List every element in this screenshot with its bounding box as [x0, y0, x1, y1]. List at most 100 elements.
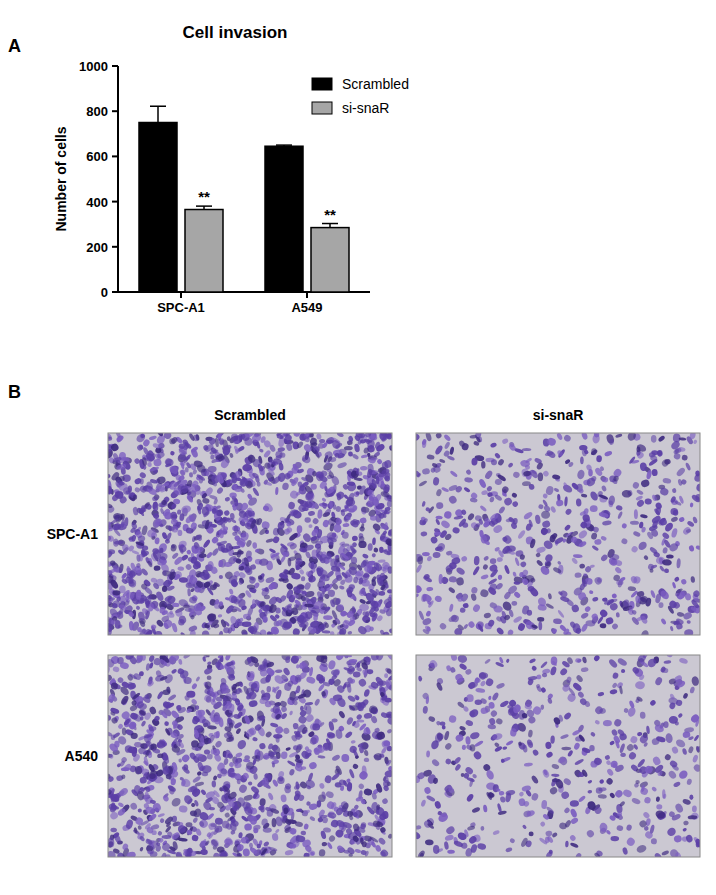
cell	[384, 537, 392, 547]
cell	[149, 466, 160, 477]
cell	[347, 565, 358, 576]
cell	[249, 519, 257, 530]
cell	[155, 590, 165, 602]
cell	[367, 464, 374, 474]
cell	[162, 570, 171, 577]
error-bar	[276, 145, 292, 146]
cell	[545, 449, 556, 459]
cell	[150, 624, 156, 630]
cell	[495, 615, 503, 622]
error-cap	[150, 105, 166, 107]
cell	[210, 446, 218, 454]
cell	[223, 509, 230, 516]
cell	[310, 484, 317, 490]
cell	[322, 503, 327, 507]
cell	[640, 514, 648, 519]
cell	[678, 446, 686, 452]
cell	[578, 540, 587, 548]
image-background	[108, 433, 392, 635]
cell	[359, 598, 367, 605]
cell	[244, 437, 253, 446]
cell	[262, 616, 268, 623]
cell	[590, 449, 598, 456]
cell	[188, 513, 197, 523]
cell	[252, 542, 257, 549]
cell	[259, 558, 269, 566]
cell	[495, 582, 504, 591]
cell	[326, 536, 334, 546]
cell	[153, 502, 159, 512]
cell	[357, 625, 369, 635]
cell	[269, 458, 277, 466]
cell	[557, 560, 562, 565]
cell	[502, 536, 509, 543]
cell	[231, 474, 237, 484]
cell	[368, 543, 373, 551]
cell	[670, 626, 674, 632]
cell	[583, 573, 588, 576]
cell	[234, 498, 239, 506]
cell	[569, 621, 576, 629]
cell	[636, 446, 640, 452]
cell	[308, 510, 316, 516]
cell	[630, 545, 639, 554]
cell	[544, 560, 553, 569]
cell	[229, 452, 234, 458]
cell	[269, 548, 277, 554]
cell	[255, 548, 260, 552]
cell	[321, 497, 327, 502]
cell	[448, 576, 457, 583]
cell	[185, 563, 193, 571]
cell	[115, 596, 121, 603]
cell	[365, 619, 370, 623]
cell	[220, 619, 227, 629]
cell	[511, 492, 518, 499]
cell	[386, 540, 391, 546]
cell	[502, 534, 513, 545]
cell	[247, 493, 254, 500]
cell	[621, 523, 627, 529]
cell	[594, 539, 602, 546]
cell	[169, 610, 174, 615]
cell	[280, 435, 285, 439]
cell	[218, 526, 228, 536]
cell	[644, 498, 652, 505]
cell	[238, 598, 247, 608]
cell	[312, 471, 316, 477]
cell	[270, 552, 280, 559]
cell	[416, 584, 423, 595]
cell	[361, 454, 369, 459]
cell	[134, 486, 141, 493]
cell	[120, 519, 125, 528]
cell	[322, 630, 331, 633]
cell	[260, 587, 270, 598]
cell	[282, 573, 289, 580]
cell	[223, 627, 230, 634]
cell	[690, 502, 694, 507]
cell	[464, 477, 473, 483]
cell	[691, 494, 700, 504]
cell	[234, 487, 242, 492]
cell	[152, 548, 160, 555]
cell	[635, 595, 641, 603]
cell	[695, 494, 700, 501]
cell	[135, 433, 147, 444]
plot-marks	[139, 106, 349, 292]
cell	[304, 610, 313, 620]
cell	[178, 598, 190, 608]
cell	[265, 538, 274, 543]
cell	[136, 444, 144, 452]
cell	[580, 612, 589, 620]
cell	[340, 510, 345, 517]
cell	[112, 452, 120, 461]
cell	[380, 490, 390, 498]
cell	[416, 470, 421, 478]
cell	[692, 516, 698, 524]
cell	[295, 490, 303, 497]
cell	[262, 616, 268, 623]
cell	[285, 517, 295, 526]
cell	[680, 578, 687, 585]
cell	[272, 535, 281, 544]
cell	[643, 555, 649, 561]
cell	[487, 619, 495, 628]
